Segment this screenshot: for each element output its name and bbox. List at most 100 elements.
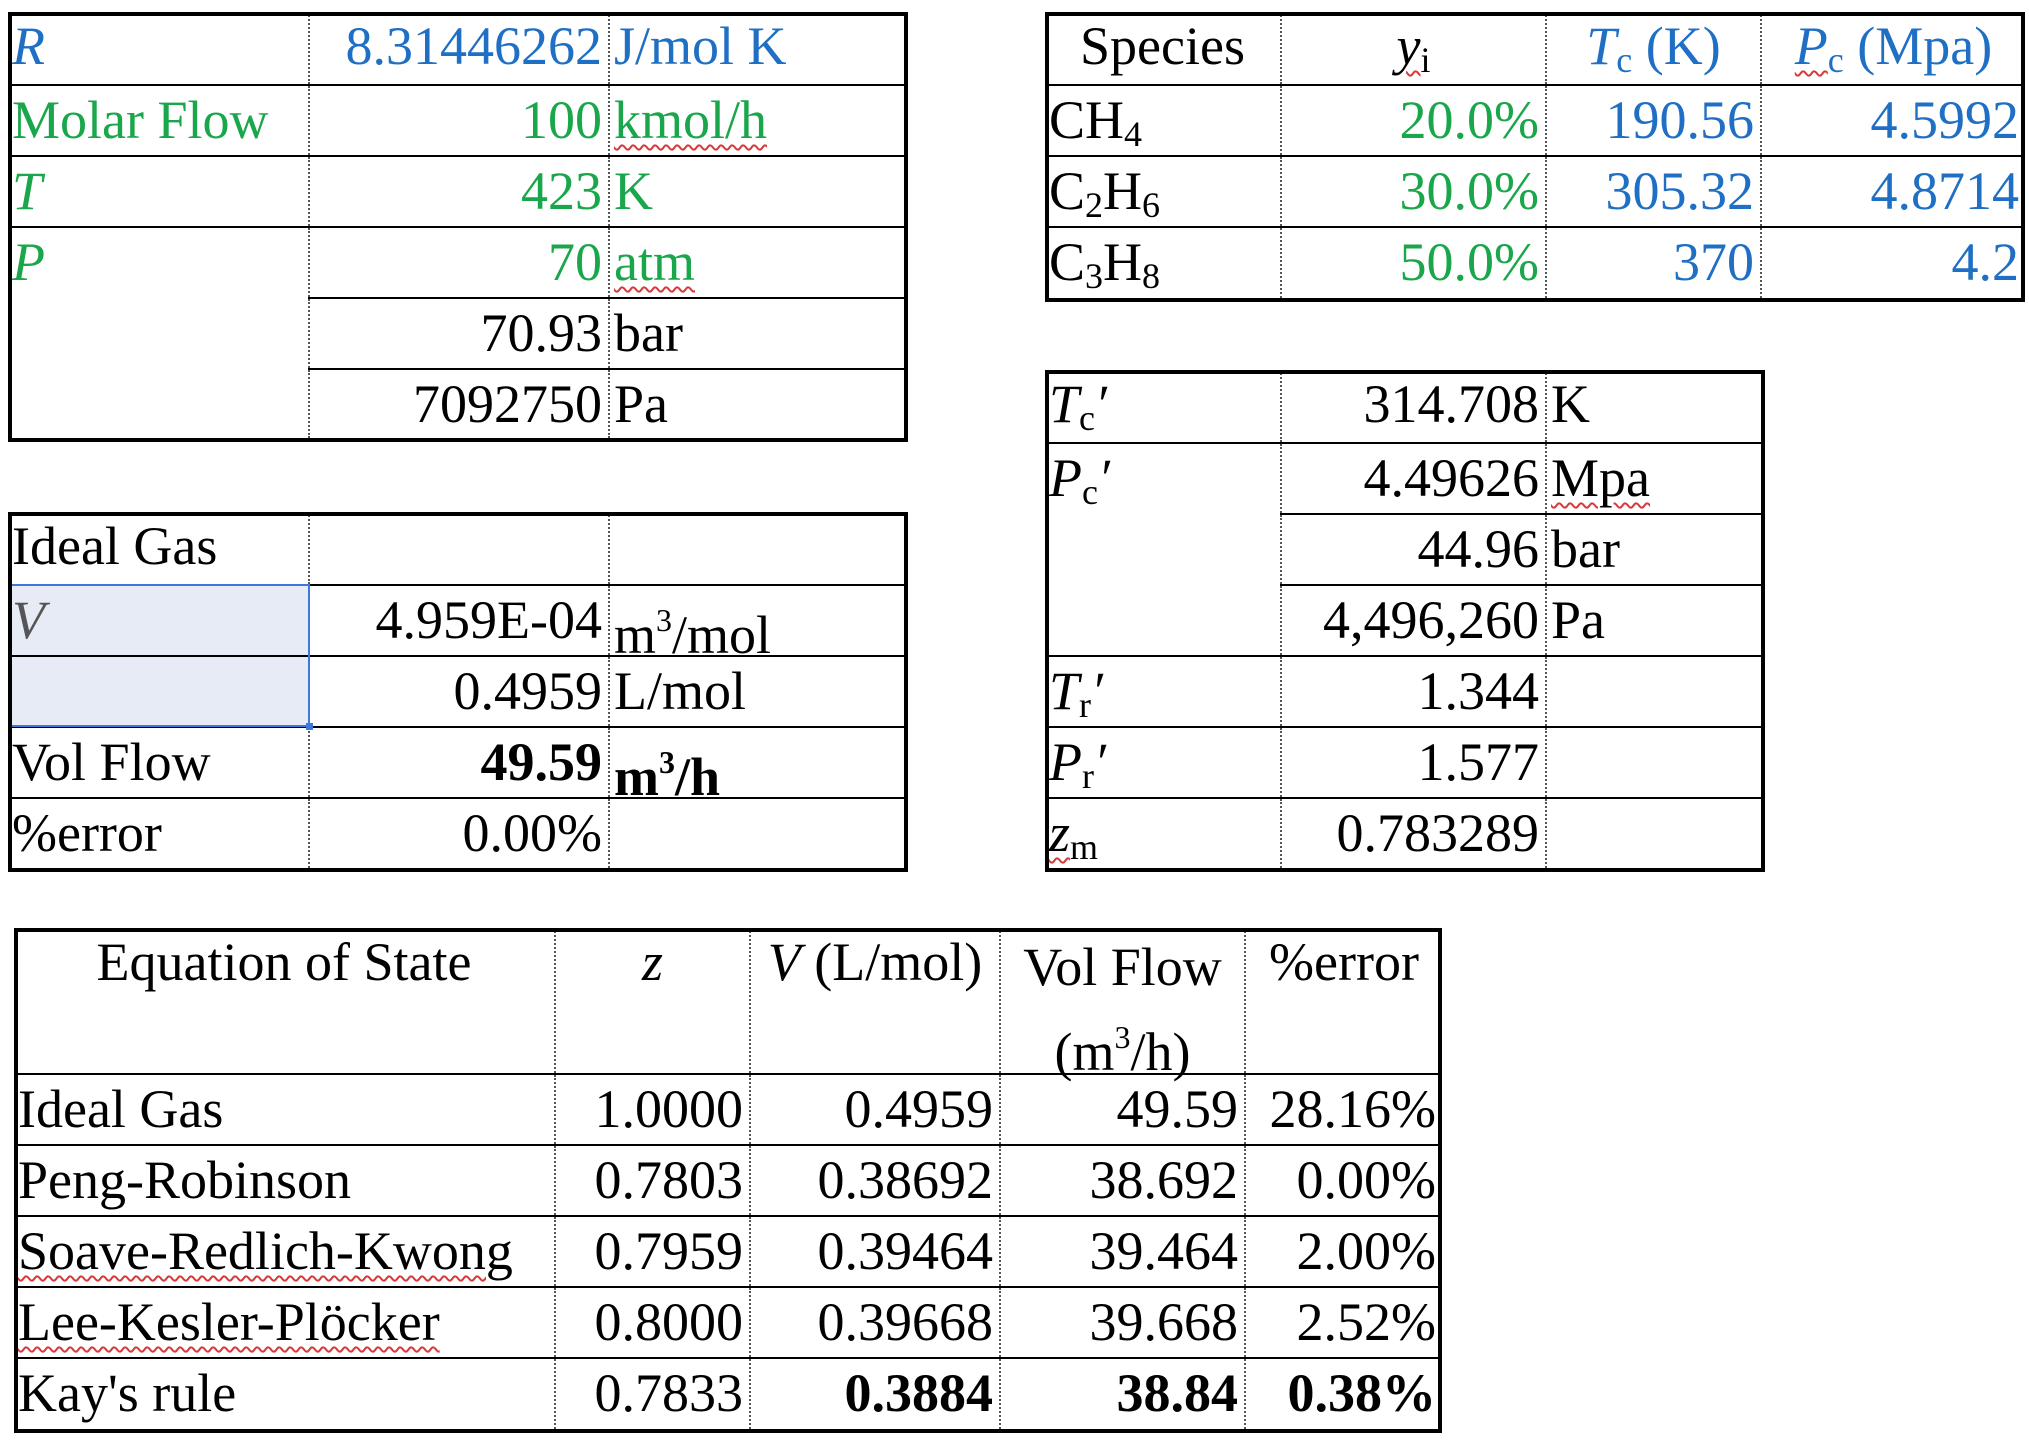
eos-err[interactable]: 0.00%: [1244, 1146, 1442, 1215]
eos-v[interactable]: 0.38692: [749, 1146, 999, 1215]
eos-z[interactable]: 0.7803: [554, 1146, 749, 1215]
v-m3-value[interactable]: 4.959E-04: [308, 586, 608, 655]
species-pc[interactable]: 4.8714: [1760, 157, 2025, 226]
flow-label[interactable]: Vol Flow: [12, 732, 211, 792]
v-label-cell[interactable]: V: [8, 586, 308, 655]
pc-pa-unit[interactable]: Pa: [1545, 586, 1765, 655]
zm-label[interactable]: zm: [1045, 799, 1280, 868]
err-value[interactable]: 0.00%: [308, 799, 608, 868]
species-tc[interactable]: 305.32: [1545, 157, 1760, 226]
cell-unit[interactable]: Pa: [608, 370, 908, 438]
eos-flow[interactable]: 39.464: [999, 1217, 1244, 1286]
cell-unit[interactable]: K: [608, 157, 908, 226]
empty-cell[interactable]: [1545, 728, 1765, 797]
header-y[interactable]: yi: [1280, 12, 1545, 84]
cell-label[interactable]: P: [12, 232, 45, 292]
eos-err[interactable]: 2.52%: [1244, 1288, 1442, 1357]
cell-unit[interactable]: bar: [608, 299, 908, 368]
header-flow[interactable]: Vol Flow (m3/h): [999, 928, 1244, 1082]
header-species[interactable]: Species: [1080, 16, 1245, 76]
pc-pa-value[interactable]: 4,496,260: [1280, 586, 1545, 655]
eos-v[interactable]: 0.39464: [749, 1217, 999, 1286]
eos-z[interactable]: 0.7959: [554, 1217, 749, 1286]
pr-value[interactable]: 1.577: [1280, 728, 1545, 797]
eos-err[interactable]: 2.00%: [1244, 1217, 1442, 1286]
species-y[interactable]: 30.0%: [1280, 157, 1545, 226]
flow-value[interactable]: 49.59: [308, 728, 608, 797]
row-molar-flow: Molar Flow 100 kmol/h: [8, 84, 908, 155]
cell-value[interactable]: 100: [308, 86, 608, 155]
zm-value[interactable]: 0.783289: [1280, 799, 1545, 868]
empty-cell[interactable]: [1545, 657, 1765, 726]
selection-fill-handle[interactable]: [306, 723, 313, 730]
species-y[interactable]: 20.0%: [1280, 86, 1545, 155]
eos-name[interactable]: Ideal Gas: [18, 1079, 224, 1139]
header-z[interactable]: z: [554, 928, 749, 1073]
cell-value[interactable]: 423: [308, 157, 608, 226]
cell-value[interactable]: 70: [308, 228, 608, 297]
pc-label[interactable]: Pc′: [1045, 444, 1280, 513]
cell-unit[interactable]: J/mol K: [608, 12, 908, 84]
tr-label[interactable]: Tr′: [1045, 657, 1280, 726]
eos-name[interactable]: Peng-Robinson: [18, 1150, 352, 1210]
species-tc[interactable]: 370: [1545, 228, 1760, 298]
eos-flow[interactable]: 49.59: [999, 1075, 1244, 1144]
eos-v[interactable]: 0.39668: [749, 1288, 999, 1357]
header-name[interactable]: Equation of State: [96, 932, 472, 992]
tc-label[interactable]: Tc′: [1045, 370, 1280, 442]
eos-err[interactable]: 0.38%: [1244, 1359, 1442, 1429]
eos-flow[interactable]: 38.84: [999, 1359, 1244, 1429]
pr-label[interactable]: Pr′: [1045, 728, 1280, 797]
eos-z[interactable]: 0.8000: [554, 1288, 749, 1357]
pc-mpa-value[interactable]: 4.49626: [1280, 444, 1545, 513]
ideal-vl-row: 0.4959 L/mol: [8, 655, 908, 726]
eos-flow[interactable]: 38.692: [999, 1146, 1244, 1215]
cell-unit[interactable]: kmol/h: [608, 86, 908, 155]
eos-name[interactable]: Lee-Kesler-Plöcker: [14, 1288, 554, 1357]
empty-cell[interactable]: [1545, 799, 1765, 868]
header-pc[interactable]: Pc (Mpa): [1760, 12, 2025, 84]
v-l-value[interactable]: 0.4959: [308, 657, 608, 726]
eos-v[interactable]: 0.3884: [749, 1359, 999, 1429]
eos-z[interactable]: 1.0000: [554, 1075, 749, 1144]
cell-label[interactable]: T: [12, 161, 43, 221]
v-m3-unit[interactable]: m3/mol: [608, 586, 908, 665]
eos-z[interactable]: 0.7833: [554, 1359, 749, 1429]
species-pc[interactable]: 4.2: [1760, 228, 2025, 298]
pc-bar-value[interactable]: 44.96: [1280, 515, 1545, 584]
empty-cell[interactable]: [608, 799, 908, 868]
eos-name[interactable]: Kay's rule: [18, 1363, 237, 1423]
species-y[interactable]: 50.0%: [1280, 228, 1545, 298]
cell-label[interactable]: Molar Flow: [12, 90, 269, 150]
eos-v[interactable]: 0.4959: [749, 1075, 999, 1144]
pc-mpa-unit[interactable]: Mpa: [1545, 444, 1765, 513]
species-pc[interactable]: 4.5992: [1760, 86, 2025, 155]
eos-flow[interactable]: 39.668: [999, 1288, 1244, 1357]
selected-empty-cell[interactable]: [8, 657, 308, 726]
empty-cell[interactable]: [308, 512, 608, 584]
cell-value[interactable]: 8.31446262: [308, 12, 608, 84]
header-err[interactable]: %error: [1244, 928, 1442, 1073]
tc-value[interactable]: 314.708: [1280, 370, 1545, 442]
species-name[interactable]: CH4: [1045, 86, 1280, 155]
cell-label[interactable]: R: [12, 16, 45, 76]
cell-value[interactable]: 7092750: [308, 370, 608, 438]
zm-row: zm 0.783289: [1045, 797, 1765, 868]
species-tc[interactable]: 190.56: [1545, 86, 1760, 155]
ideal-title[interactable]: Ideal Gas: [12, 516, 218, 576]
cell-value[interactable]: 70.93: [308, 299, 608, 368]
v-l-unit[interactable]: L/mol: [608, 657, 908, 726]
empty-cell[interactable]: [608, 512, 908, 584]
header-v[interactable]: V (L/mol): [749, 928, 999, 1073]
eos-name[interactable]: Soave-Redlich-Kwong: [14, 1217, 554, 1286]
cell-unit[interactable]: atm: [608, 228, 908, 297]
pc-bar-unit[interactable]: bar: [1545, 515, 1765, 584]
species-name[interactable]: C2H6: [1045, 157, 1280, 226]
err-label[interactable]: %error: [12, 803, 162, 863]
eos-err[interactable]: 28.16%: [1244, 1075, 1442, 1144]
tr-value[interactable]: 1.344: [1280, 657, 1545, 726]
species-name[interactable]: C3H8: [1045, 228, 1280, 298]
header-tc[interactable]: Tc (K): [1545, 12, 1760, 84]
tc-unit[interactable]: K: [1545, 370, 1765, 442]
flow-unit[interactable]: m3/h: [608, 728, 908, 807]
